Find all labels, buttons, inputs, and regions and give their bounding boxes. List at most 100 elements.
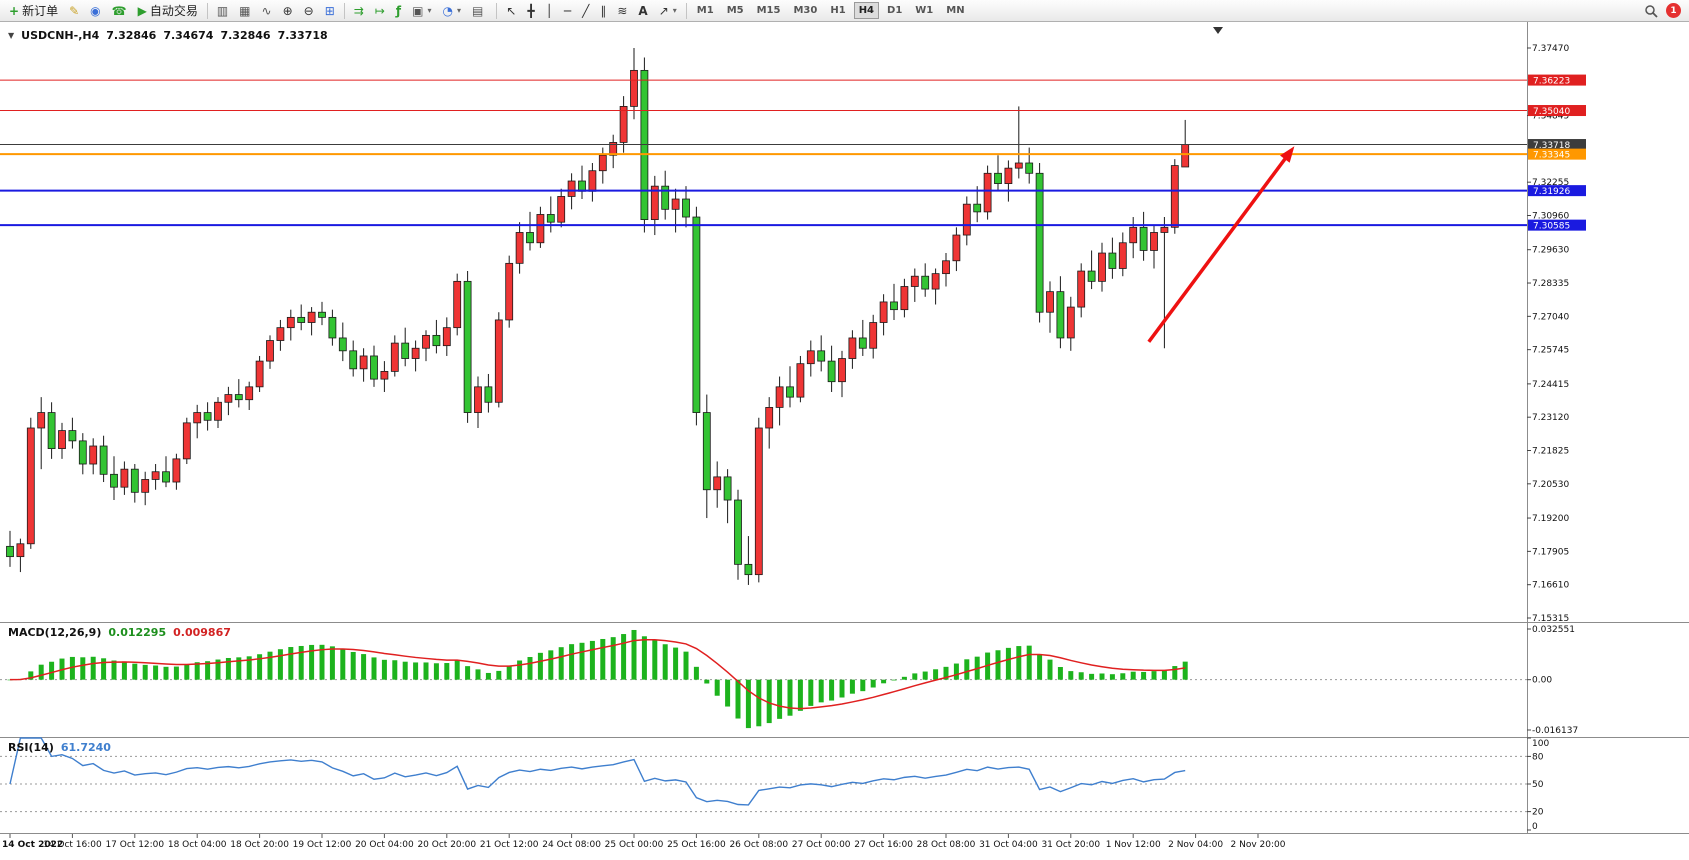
time-axis-label: 28 Oct 08:00	[917, 840, 976, 850]
chart-shift-marker[interactable]	[1213, 27, 1223, 34]
macd-histogram-bar	[673, 647, 679, 680]
price-tick-label: 7.21825	[1532, 447, 1569, 457]
timeframe-button-m30[interactable]: M30	[788, 2, 822, 19]
fibonacci-button[interactable]: ≋	[612, 1, 632, 20]
candle-body	[286, 316, 295, 329]
macd-histogram-bar	[381, 659, 387, 680]
timeframe-button-h4[interactable]: H4	[853, 2, 880, 19]
tile-windows-button[interactable]: ⊞	[320, 1, 340, 20]
candle-body	[1160, 226, 1169, 233]
candle-body	[245, 386, 254, 401]
notification-badge[interactable]: 1	[1666, 3, 1681, 18]
support-button[interactable]: ☎	[107, 1, 132, 20]
trendline-button[interactable]: ╱	[577, 1, 594, 20]
macd-histogram-bar	[1120, 673, 1126, 680]
candle-body	[879, 301, 888, 323]
new-chart-button[interactable]: ▣ ▾	[407, 1, 436, 20]
time-axis-label: 18 Oct 04:00	[168, 840, 227, 850]
candle-body	[557, 196, 566, 223]
community-button[interactable]: ◉	[85, 1, 105, 20]
candle-body	[172, 458, 181, 483]
toolbar-separator	[496, 2, 498, 19]
zoom-in-icon: ⊕	[282, 3, 293, 18]
hline-price-label	[1528, 185, 1586, 197]
candle-body	[463, 280, 472, 413]
candle-body	[89, 445, 98, 465]
candle-body	[567, 180, 576, 197]
line-chart-button[interactable]: ∿	[257, 1, 277, 20]
candle-body	[1056, 291, 1065, 339]
time-axis-label: 20 Oct 04:00	[355, 840, 414, 850]
chart-menu-icon[interactable]: ▼	[8, 31, 15, 40]
macd-histogram-bar	[132, 663, 138, 680]
macd-histogram-bar	[101, 658, 107, 680]
vertical-line-button[interactable]: │	[541, 1, 558, 20]
macd-histogram-bar	[28, 671, 34, 680]
search-icon[interactable]	[1644, 4, 1658, 18]
macd-histogram-bar	[1141, 671, 1147, 680]
autotrading-label: 自动交易	[149, 4, 198, 18]
new-order-button[interactable]: + 新订单	[4, 1, 63, 20]
crosshair-button[interactable]: ╋	[522, 1, 539, 20]
rsi-line	[9, 737, 1186, 806]
time-axis-label: 17 Oct 12:00	[105, 840, 164, 850]
bar-chart-button[interactable]: ▥	[212, 1, 233, 20]
new-order-icon: +	[9, 3, 20, 18]
timeframe-button-h1[interactable]: H1	[825, 2, 850, 19]
candle-body	[182, 422, 191, 460]
candle-body	[786, 386, 794, 398]
horizontal-line-button[interactable]: ─	[559, 1, 576, 20]
metaeditor-button[interactable]: ✎	[64, 1, 84, 20]
chart-shift-button[interactable]: ↦	[370, 1, 390, 20]
candle-body	[16, 543, 25, 558]
macd-histogram-bar	[881, 679, 887, 684]
macd-indicator-label: MACD(12,26,9) 0.012295 0.009867	[8, 626, 231, 639]
candle-body	[526, 232, 534, 244]
hline-price-label-text: 7.30585	[1533, 222, 1570, 232]
candle-body	[505, 262, 514, 321]
timeframe-button-d1[interactable]: D1	[882, 2, 907, 19]
trend-arrow-head[interactable]	[1280, 146, 1295, 163]
candle-body	[432, 334, 441, 347]
text-tool-button[interactable]: A	[633, 1, 652, 20]
candle-body	[1004, 167, 1013, 184]
trend-arrow-annotation[interactable]	[1147, 153, 1290, 343]
autoscroll-button[interactable]: ⇉	[349, 1, 369, 20]
timeframe-button-m5[interactable]: M5	[722, 2, 749, 19]
candle-body	[869, 322, 878, 349]
macd-histogram-bar	[1182, 661, 1188, 680]
macd-histogram-bar	[1099, 673, 1105, 680]
timeframe-button-m1[interactable]: M1	[692, 2, 719, 19]
chart-window[interactable]: 7.37470 7.34845 7.32255 7.30960 7.29630 7.283…	[0, 22, 1689, 860]
autotrading-button[interactable]: ▶ 自动交易	[133, 1, 203, 20]
macd-histogram-bar	[205, 661, 211, 680]
chart-low-value: 7.32846	[220, 29, 271, 42]
price-tick-label: 7.15315	[1532, 614, 1569, 624]
zoom-out-button[interactable]: ⊖	[299, 1, 319, 20]
macd-histogram-bar	[277, 649, 283, 680]
chart-canvas[interactable]: 7.37470 7.34845 7.32255 7.30960 7.29630 7.283…	[0, 22, 1689, 860]
macd-histogram-bar	[184, 664, 190, 680]
candlestick-chart-button[interactable]: ▦	[234, 1, 255, 20]
timeframe-button-mn[interactable]: MN	[941, 2, 969, 19]
timeframe-button-m15[interactable]: M15	[752, 2, 786, 19]
arrows-tool-button[interactable]: ↗ ▾	[654, 1, 682, 20]
macd-histogram-bar	[725, 679, 731, 707]
indicators-button[interactable]: ƒ	[391, 1, 406, 20]
candle-body	[744, 563, 753, 576]
macd-histogram-bar	[309, 644, 315, 680]
profiles-button[interactable]: ◔ ▾	[437, 1, 466, 20]
cursor-button[interactable]: ↖	[501, 1, 521, 20]
macd-histogram-bar	[662, 644, 668, 680]
time-axis-label: 27 Oct 00:00	[792, 840, 851, 850]
channel-button[interactable]: ∥	[595, 1, 611, 20]
macd-histogram-bar	[704, 679, 710, 684]
macd-histogram-bar	[121, 661, 127, 680]
indicators-icon: ƒ	[395, 3, 402, 18]
candle-body	[68, 430, 77, 442]
zoom-in-button[interactable]: ⊕	[278, 1, 298, 20]
templates-button[interactable]: ▤	[467, 1, 492, 20]
candle-body	[973, 203, 982, 213]
timeframe-button-w1[interactable]: W1	[910, 2, 938, 19]
macd-histogram-bar	[475, 669, 481, 680]
